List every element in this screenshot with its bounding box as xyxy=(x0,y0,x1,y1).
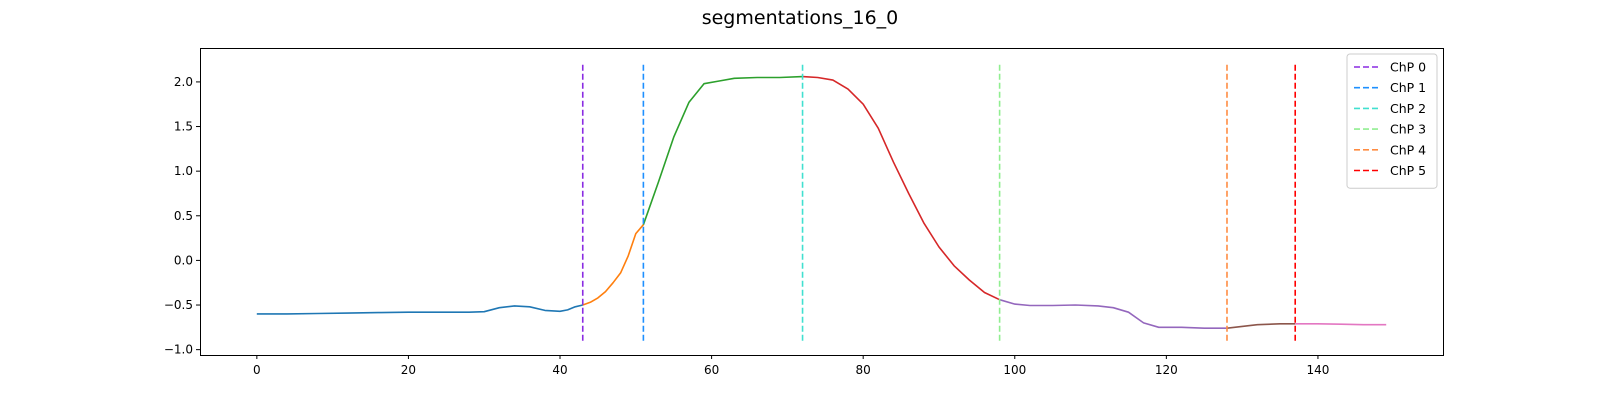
y-tick-label: 2.0 xyxy=(174,75,193,89)
series-segment-4 xyxy=(999,298,1227,329)
legend-label: ChP 3 xyxy=(1390,122,1426,137)
y-tick-label: 0.5 xyxy=(174,209,193,223)
series-segment-0 xyxy=(256,304,583,315)
legend-label: ChP 5 xyxy=(1390,163,1426,178)
plot-area xyxy=(256,64,1387,341)
y-tick-label: 0.0 xyxy=(174,253,193,267)
y-tick-label: 1.0 xyxy=(174,164,193,178)
x-tick-label: 60 xyxy=(704,363,719,377)
legend-label: ChP 2 xyxy=(1390,101,1426,116)
x-tick-label: 20 xyxy=(401,363,416,377)
y-tick-label: −0.5 xyxy=(164,298,193,312)
legend-label: ChP 1 xyxy=(1390,80,1426,95)
axis-ticks: 0 20 40 60 80 100 120 140 −1.0 −0.5 0.0 0.5 1.0 1.5 2.… xyxy=(164,75,1330,377)
series-segment-3 xyxy=(802,75,1000,301)
series-segment-2 xyxy=(642,75,803,225)
series-segment-6 xyxy=(1295,323,1387,326)
x-tick-label: 40 xyxy=(552,363,567,377)
legend-box xyxy=(1346,53,1438,189)
x-tick-label: 100 xyxy=(1003,363,1026,377)
series-segment-5 xyxy=(1226,323,1296,329)
x-tick-label: 140 xyxy=(1306,363,1329,377)
y-tick-label: −1.0 xyxy=(164,343,193,357)
legend-label: ChP 0 xyxy=(1390,60,1426,75)
x-tick-label: 80 xyxy=(856,363,871,377)
legend-label: ChP 4 xyxy=(1390,142,1426,157)
x-tick-label: 0 xyxy=(253,363,261,377)
chart-title: segmentations_16_0 xyxy=(702,7,899,29)
series-segment-1 xyxy=(582,224,645,306)
axes-frame xyxy=(200,48,1444,356)
legend: ChP 0 ChP 1 ChP 2 ChP 3 ChP 4 ChP 5 xyxy=(1346,53,1438,189)
y-tick-label: 1.5 xyxy=(174,120,193,134)
x-tick-label: 120 xyxy=(1155,363,1178,377)
